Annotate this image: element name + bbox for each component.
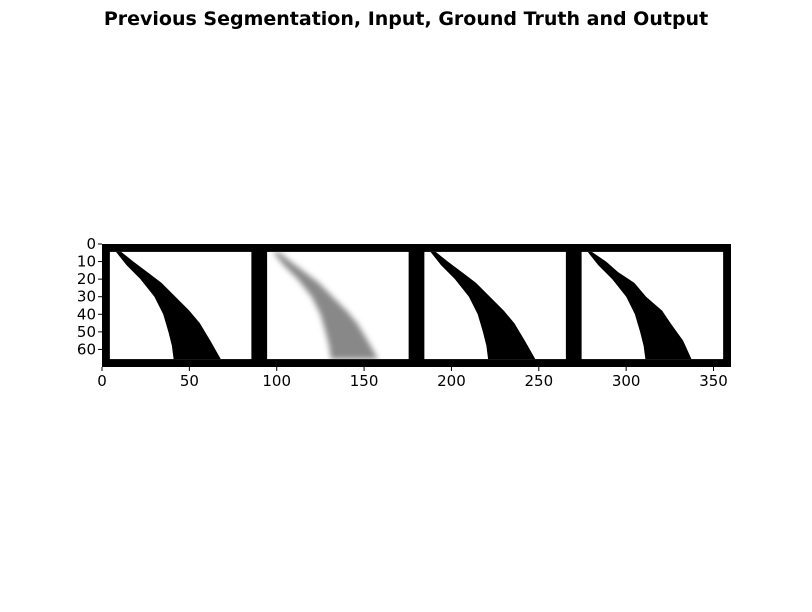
input-shape [273,251,379,360]
x-tick-label: 200 [437,372,466,390]
panel-input [267,251,409,360]
y-tick-label: 10 [77,253,96,271]
x-tick-label: 250 [524,372,553,390]
mask-shape [587,251,692,360]
panel-previous-segmentation [109,251,252,360]
panel-ground-truth [424,251,566,360]
y-tick-label: 20 [77,270,96,288]
x-tick-label: 50 [180,372,199,390]
mask-shape [116,251,221,360]
chart-title: Previous Segmentation, Input, Ground Tru… [103,8,709,30]
image-area [102,244,731,367]
x-tick-label: 100 [262,372,291,390]
y-tick-label: 60 [77,340,96,358]
x-tick-label: 150 [350,372,379,390]
mask-shape [430,251,536,360]
y-tick-label: 0 [86,235,96,253]
y-tick-label: 30 [77,288,96,306]
y-tick-label: 40 [77,305,96,323]
x-tick-label: 0 [97,372,107,390]
x-tick-label: 350 [699,372,728,390]
x-tick-label: 300 [612,372,641,390]
y-tick-label: 50 [77,323,96,341]
panel-output [581,251,724,360]
